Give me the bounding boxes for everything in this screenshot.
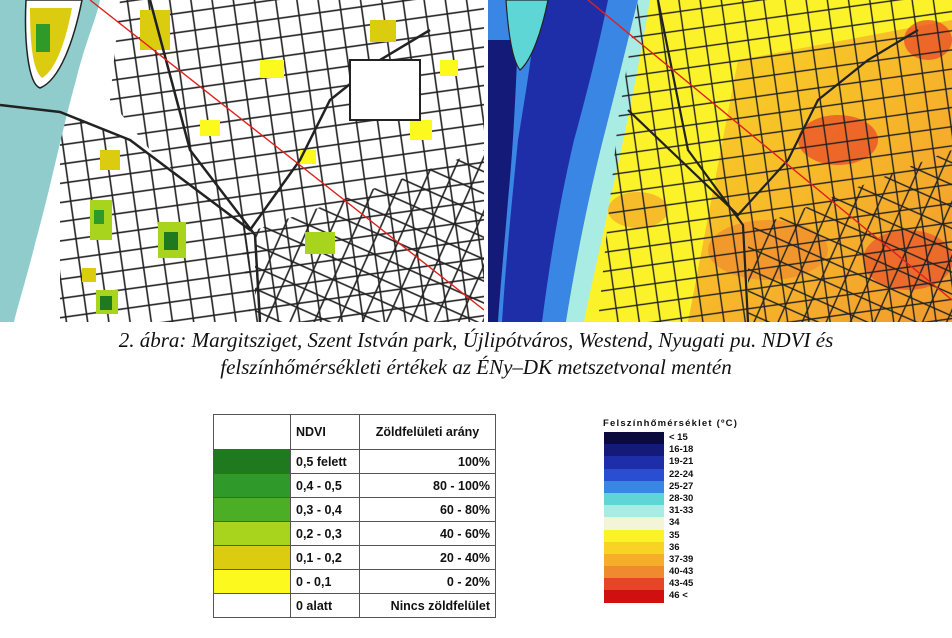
temperature-class-label: 46 < bbox=[669, 590, 688, 602]
temperature-color-swatch bbox=[604, 492, 664, 506]
temperature-class-label: 40-43 bbox=[669, 566, 694, 578]
ndvi-color-swatch bbox=[213, 497, 291, 522]
temperature-legend-title: Felszínhőmérséklet (ºC) bbox=[603, 418, 739, 429]
ndvi-legend-header: NDVI Zöldfelületi arány bbox=[213, 414, 496, 450]
temperature-class-label: 19-21 bbox=[669, 456, 694, 468]
ndvi-range-label: 0,3 - 0,4 bbox=[290, 497, 360, 522]
temperature-color-swatch bbox=[604, 456, 664, 469]
temperature-class-label: 22-24 bbox=[669, 468, 694, 480]
ndvi-range-label: 0,5 felett bbox=[290, 449, 360, 474]
street-grid-southeast bbox=[748, 150, 952, 322]
railway-station bbox=[349, 59, 421, 121]
ndvi-range-label: 0,1 - 0,2 bbox=[290, 545, 360, 570]
ndvi-range-label: 0,4 - 0,5 bbox=[290, 473, 360, 498]
temperature-class-label: < 15 bbox=[669, 432, 688, 443]
legend-header-swatch bbox=[213, 414, 291, 450]
temperature-color-swatch bbox=[604, 432, 664, 445]
temperature-class-label: 35 bbox=[669, 529, 680, 541]
temperature-color-swatch bbox=[604, 529, 664, 542]
ndvi-legend-row: 0,3 - 0,4 60 - 80% bbox=[213, 497, 496, 522]
temperature-color-swatch bbox=[604, 541, 664, 554]
temperature-class-label: 37-39 bbox=[669, 553, 694, 565]
ndvi-legend-row: 0 - 0,1 0 - 20% bbox=[213, 569, 496, 594]
temperature-color-swatch bbox=[604, 480, 664, 493]
ndvi-map-canvas bbox=[0, 0, 484, 322]
ndvi-map bbox=[0, 0, 484, 322]
temperature-legend-labels: < 15 16-18 19-21 22-24 25-27 28-30 31-33 34 35 36… bbox=[669, 432, 693, 603]
ndvi-range-label: 0 alatt bbox=[290, 593, 360, 618]
temperature-class-label: 25-27 bbox=[669, 480, 694, 492]
ndvi-legend-table: NDVI Zöldfelületi arány 0,5 felett 100% 0,… bbox=[213, 414, 496, 618]
main-road-ring bbox=[656, 0, 750, 322]
green-ratio-label: 80 - 100% bbox=[359, 473, 496, 498]
ndvi-legend-row: 0,2 - 0,3 40 - 60% bbox=[213, 521, 496, 546]
temperature-color-swatch bbox=[604, 468, 664, 481]
temperature-class-label: 31-33 bbox=[669, 505, 694, 517]
ndvi-legend-row: 0,1 - 0,2 20 - 40% bbox=[213, 545, 496, 570]
ndvi-color-swatch bbox=[213, 569, 291, 594]
green-ratio-label: 60 - 80% bbox=[359, 497, 496, 522]
ndvi-range-label: 0 - 0,1 bbox=[290, 569, 360, 594]
ndvi-color-swatch bbox=[213, 521, 291, 546]
legend-header-ratio: Zöldfelületi arány bbox=[359, 414, 496, 450]
temperature-color-swatch bbox=[604, 553, 664, 567]
temperature-color-swatch bbox=[604, 444, 664, 457]
figure-caption: 2. ábra: Margitsziget, Szent István park… bbox=[0, 327, 952, 381]
temperature-color-swatch bbox=[604, 566, 664, 579]
temperature-color-swatch bbox=[604, 505, 664, 518]
temperature-class-label: 28-30 bbox=[669, 492, 694, 504]
main-road bbox=[627, 29, 919, 217]
caption-line-2: felszínhőmérsékleti értékek az ÉNy–DK me… bbox=[220, 355, 732, 379]
green-ratio-label: 100% bbox=[359, 449, 496, 474]
ndvi-legend-row: 0,5 felett 100% bbox=[213, 449, 496, 474]
ndvi-legend-row: 0,4 - 0,5 80 - 100% bbox=[213, 473, 496, 498]
temperature-legend: Felszínhőmérséklet (ºC) < 15 16-18 19-21 22… bbox=[603, 418, 763, 618]
temperature-class-label: 34 bbox=[669, 517, 680, 529]
green-ratio-label: 20 - 40% bbox=[359, 545, 496, 570]
temperature-class-label: 43-45 bbox=[669, 578, 694, 590]
temperature-class-label: 16-18 bbox=[669, 444, 694, 456]
danube-river bbox=[0, 0, 100, 322]
transect-line bbox=[587, 0, 952, 301]
temperature-map-canvas bbox=[488, 0, 952, 322]
temperature-map bbox=[488, 0, 952, 322]
street-grid-southeast bbox=[255, 150, 484, 322]
main-road-ring bbox=[148, 0, 262, 322]
ndvi-color-swatch bbox=[213, 593, 291, 618]
temperature-color-swatch bbox=[604, 590, 664, 603]
temperature-color-swatch bbox=[604, 517, 664, 530]
temperature-color-swatch bbox=[604, 578, 664, 591]
ndvi-color-swatch bbox=[213, 545, 291, 570]
ndvi-range-label: 0,2 - 0,3 bbox=[290, 521, 360, 546]
temperature-class-label: 36 bbox=[669, 541, 680, 553]
caption-line-1: 2. ábra: Margitsziget, Szent István park… bbox=[118, 328, 834, 352]
temperature-legend-swatches bbox=[604, 432, 664, 603]
ndvi-color-swatch bbox=[213, 473, 291, 498]
ndvi-legend-row: 0 alatt Nincs zöldfelület bbox=[213, 593, 496, 618]
legend-header-ndvi: NDVI bbox=[290, 414, 360, 450]
transect-line bbox=[89, 0, 484, 311]
green-ratio-label: 0 - 20% bbox=[359, 569, 496, 594]
green-ratio-label: Nincs zöldfelület bbox=[359, 593, 496, 618]
ndvi-color-swatch bbox=[213, 449, 291, 474]
green-ratio-label: 40 - 60% bbox=[359, 521, 496, 546]
